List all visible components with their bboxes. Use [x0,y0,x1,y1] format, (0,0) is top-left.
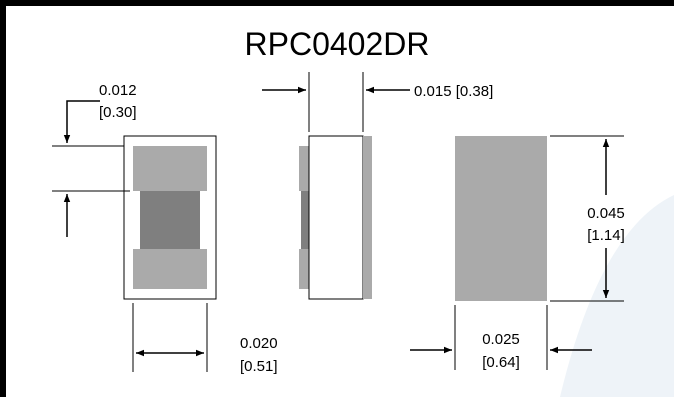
back-view [455,136,547,301]
side-substrate [308,135,364,300]
side-back-terminal [363,136,372,299]
length-inch: 0.045 [587,205,625,222]
side-terminal-upper [299,146,309,191]
front-width-dimension: 0.020 [0.51] [132,303,278,375]
terminal-length-inch: 0.012 [99,82,137,99]
part-number-title: RPC0402DR [245,26,430,62]
resistive-body [140,191,200,249]
top-terminal-upper [133,146,207,191]
back-width-inch: 0.025 [482,331,520,348]
terminal-length-mm: [0.30] [99,104,137,121]
front-width-inch: 0.020 [240,335,278,352]
back-width-dimension: 0.025 [0.64] [410,305,592,371]
thickness-label: 0.015 [0.38] [414,83,493,100]
length-dimension: 0.045 [1.14] [550,135,625,302]
side-view [299,135,372,300]
back-width-mm: [0.64] [482,354,520,371]
terminal-length-dimension: 0.012 [0.30] [52,82,137,237]
side-resistive-layer [301,191,309,249]
back-view-body [455,136,547,301]
thickness-dimension: 0.015 [0.38] [262,72,493,132]
side-terminal-lower [299,249,309,289]
front-width-mm: [0.51] [240,358,278,375]
top-terminal-lower [133,249,207,289]
watermark-shape [560,195,674,397]
top-view [123,135,217,300]
length-mm: [1.14] [587,227,625,244]
top-view-outline [123,135,217,300]
